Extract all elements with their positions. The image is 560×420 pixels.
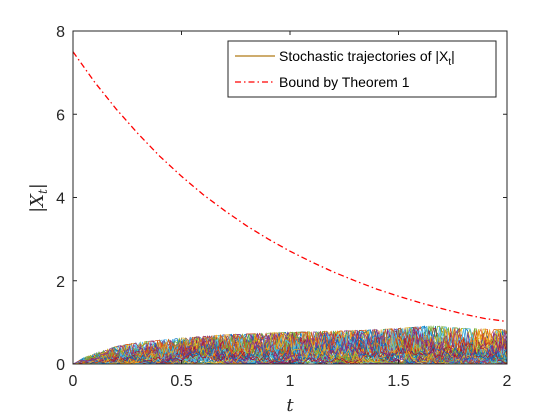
trajectory-line (72, 341, 508, 365)
bound-line (72, 51, 508, 323)
trajectory-line (72, 327, 508, 365)
x-tick-label: 2 (503, 373, 512, 390)
svg-text:|Xt|: |Xt| (27, 183, 50, 213)
x-tick-label: 1.5 (387, 373, 409, 390)
trajectory-line (72, 332, 507, 365)
legend-label-bound: Bound by Theorem 1 (279, 74, 410, 90)
y-axis-label-tail: | (27, 183, 48, 189)
x-axis-label: t (286, 395, 294, 416)
y-tick-label: 6 (56, 107, 65, 124)
legend: Stochastic trajectories of |Xt| Bound by… (227, 40, 497, 98)
x-tick-label: 1 (286, 373, 295, 390)
y-tick-label: 2 (56, 274, 65, 291)
legend-box (227, 40, 497, 98)
trajectory-line (72, 327, 508, 365)
y-axis-label-sub: t (36, 189, 50, 194)
y-axis-label: |Xt| (27, 183, 50, 213)
y-tick-label: 0 (56, 357, 65, 374)
legend-label-trajectories: Stochastic trajectories of |Xt| (279, 48, 455, 68)
y-axis-label-text: |X (27, 193, 48, 213)
y-tick-label: 4 (56, 191, 65, 208)
bound-series (72, 51, 508, 323)
y-tick-label: 8 (56, 24, 65, 41)
trajectory-line (72, 328, 508, 365)
x-tick-label: 0 (69, 373, 78, 390)
trajectory-line (72, 330, 508, 365)
x-tick-label: 0.5 (170, 373, 192, 390)
axis-ticks: 0 0.5 1 1.5 2 0 2 4 6 8 (56, 24, 511, 390)
